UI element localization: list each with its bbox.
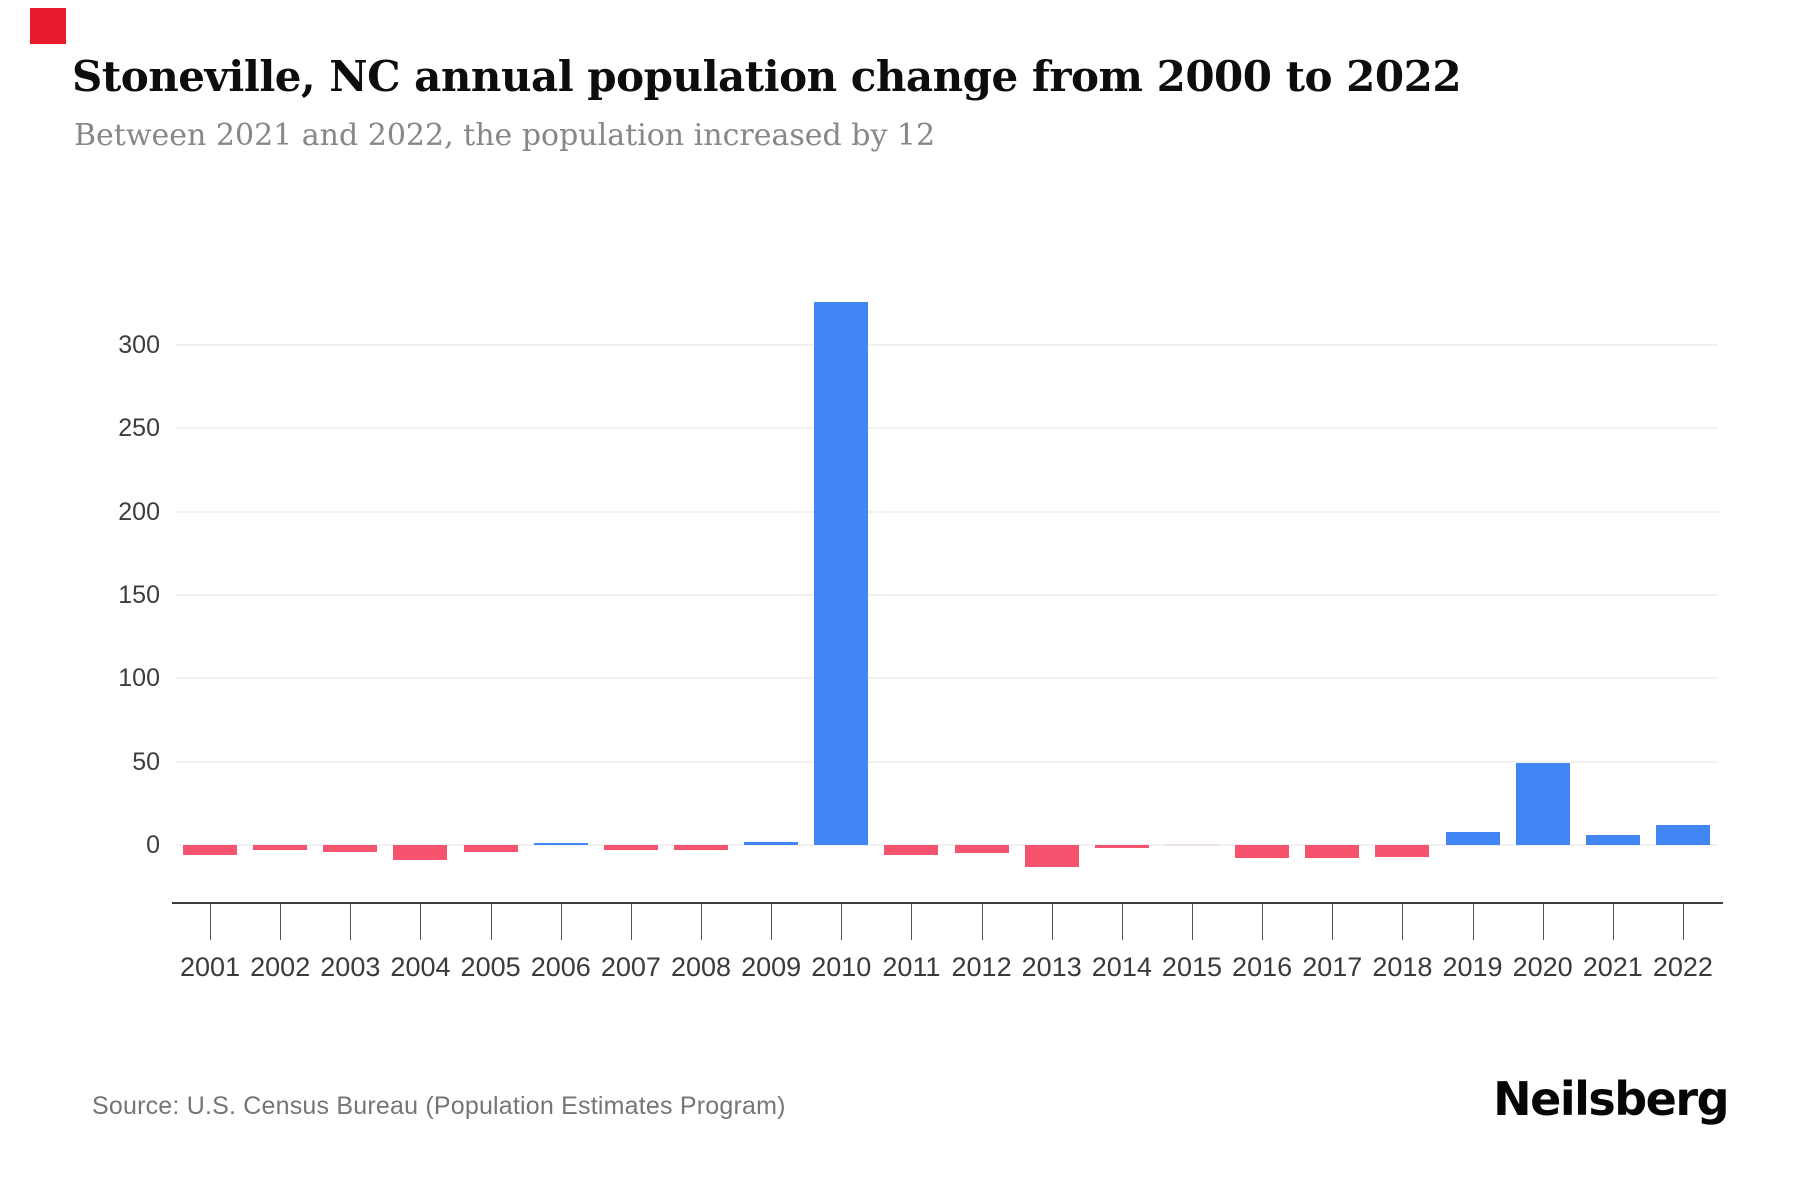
x-axis-tick-2009 xyxy=(771,902,773,940)
x-axis-tick-2008 xyxy=(701,902,703,940)
bar-2022[interactable] xyxy=(1655,824,1710,845)
x-axis-tick-2021 xyxy=(1612,902,1614,940)
x-axis-label-2008: 2008 xyxy=(670,952,732,982)
bar-2019[interactable] xyxy=(1445,831,1500,845)
y-axis-label-300: 300 xyxy=(118,330,160,359)
x-axis-tick-2007 xyxy=(630,902,632,940)
bar-2001[interactable] xyxy=(183,845,238,855)
bar-2009[interactable] xyxy=(744,841,799,845)
x-axis-tick-2015 xyxy=(1191,902,1193,940)
bar-2002[interactable] xyxy=(253,845,308,850)
x-axis-label-2014: 2014 xyxy=(1091,952,1152,982)
x-axis-tick-2006 xyxy=(560,902,562,940)
x-axis-label-2022: 2022 xyxy=(1652,952,1713,982)
x-axis-label-2021: 2021 xyxy=(1582,952,1643,982)
x-axis-label-2011: 2011 xyxy=(882,952,941,982)
brand-mark-square xyxy=(30,8,66,44)
bar-2011[interactable] xyxy=(884,845,939,855)
y-axis-label-150: 150 xyxy=(118,580,160,609)
gridline-150 xyxy=(175,593,1718,596)
gridline-0 xyxy=(175,844,1718,846)
x-axis-label-2002: 2002 xyxy=(250,952,311,982)
bar-2014[interactable] xyxy=(1094,845,1149,849)
x-axis-label-2010: 2010 xyxy=(811,952,872,982)
source-caption: Source: U.S. Census Bureau (Population E… xyxy=(92,1092,786,1120)
x-axis-tick-2003 xyxy=(350,902,352,940)
x-axis-tick-2001 xyxy=(210,902,212,940)
x-axis-label-2007: 2007 xyxy=(600,952,661,982)
x-axis-label-2001: 2001 xyxy=(180,952,241,982)
x-axis-label-2005: 2005 xyxy=(460,952,521,982)
bar-2010[interactable] xyxy=(814,301,869,845)
chart-subtitle: Between 2021 and 2022, the population in… xyxy=(74,118,936,153)
x-axis-tick-2020 xyxy=(1542,902,1544,940)
x-axis-tick-2005 xyxy=(490,902,492,940)
bar-2013[interactable] xyxy=(1024,845,1079,867)
x-axis-tick-2019 xyxy=(1472,902,1474,940)
x-axis-tick-2022 xyxy=(1682,902,1684,940)
bar-2021[interactable] xyxy=(1585,834,1640,845)
gridline-100 xyxy=(175,677,1718,680)
x-axis-label-2019: 2019 xyxy=(1442,952,1503,982)
x-axis-tick-2013 xyxy=(1051,902,1053,940)
bar-2017[interactable] xyxy=(1305,845,1360,859)
bar-2003[interactable] xyxy=(323,845,378,852)
y-axis-label-0: 0 xyxy=(146,831,160,859)
x-axis-label-2016: 2016 xyxy=(1232,952,1293,982)
x-axis-tick-2017 xyxy=(1332,902,1334,940)
y-axis-label-200: 200 xyxy=(118,497,160,526)
y-axis-label-50: 50 xyxy=(132,747,160,776)
gridline-300 xyxy=(175,343,1718,346)
bar-2008[interactable] xyxy=(674,845,729,850)
bar-2015[interactable] xyxy=(1164,844,1219,846)
x-axis-label-2018: 2018 xyxy=(1372,952,1433,982)
x-axis-tick-2002 xyxy=(280,902,282,940)
x-axis-label-2006: 2006 xyxy=(530,952,591,982)
x-axis-tick-2010 xyxy=(841,902,843,940)
bar-2004[interactable] xyxy=(393,845,448,860)
x-axis-tick-2014 xyxy=(1121,902,1123,940)
x-axis-tick-2004 xyxy=(420,902,422,940)
x-axis-label-2020: 2020 xyxy=(1512,952,1573,982)
x-axis-tick-2011 xyxy=(911,902,913,940)
y-axis-label-100: 100 xyxy=(118,664,160,693)
neilsberg-logo: Neilsberg xyxy=(1493,1072,1729,1126)
bar-2007[interactable] xyxy=(603,845,658,850)
bar-2012[interactable] xyxy=(954,845,1009,854)
x-axis-label-2017: 2017 xyxy=(1302,952,1363,982)
x-axis-label-2015: 2015 xyxy=(1161,952,1222,982)
x-axis-tick-2016 xyxy=(1262,902,1264,940)
chart-title: Stoneville, NC annual population change … xyxy=(72,52,1462,101)
x-axis-label-2009: 2009 xyxy=(741,952,802,982)
x-axis-label-2004: 2004 xyxy=(390,952,451,982)
x-axis-label-2003: 2003 xyxy=(320,952,381,982)
gridline-50 xyxy=(175,760,1718,763)
bar-2005[interactable] xyxy=(463,845,518,852)
x-axis-label-2012: 2012 xyxy=(951,952,1012,982)
bar-2016[interactable] xyxy=(1235,845,1290,859)
y-axis-label-250: 250 xyxy=(118,414,160,443)
x-axis-tick-2012 xyxy=(981,902,983,940)
bar-2018[interactable] xyxy=(1375,845,1430,857)
bar-2006[interactable] xyxy=(533,843,588,845)
gridline-250 xyxy=(175,427,1718,430)
x-axis-label-2013: 2013 xyxy=(1021,952,1082,982)
bar-2020[interactable] xyxy=(1515,763,1570,845)
gridline-200 xyxy=(175,510,1718,513)
x-axis-line xyxy=(172,902,1723,904)
x-axis-tick-2018 xyxy=(1402,902,1404,940)
